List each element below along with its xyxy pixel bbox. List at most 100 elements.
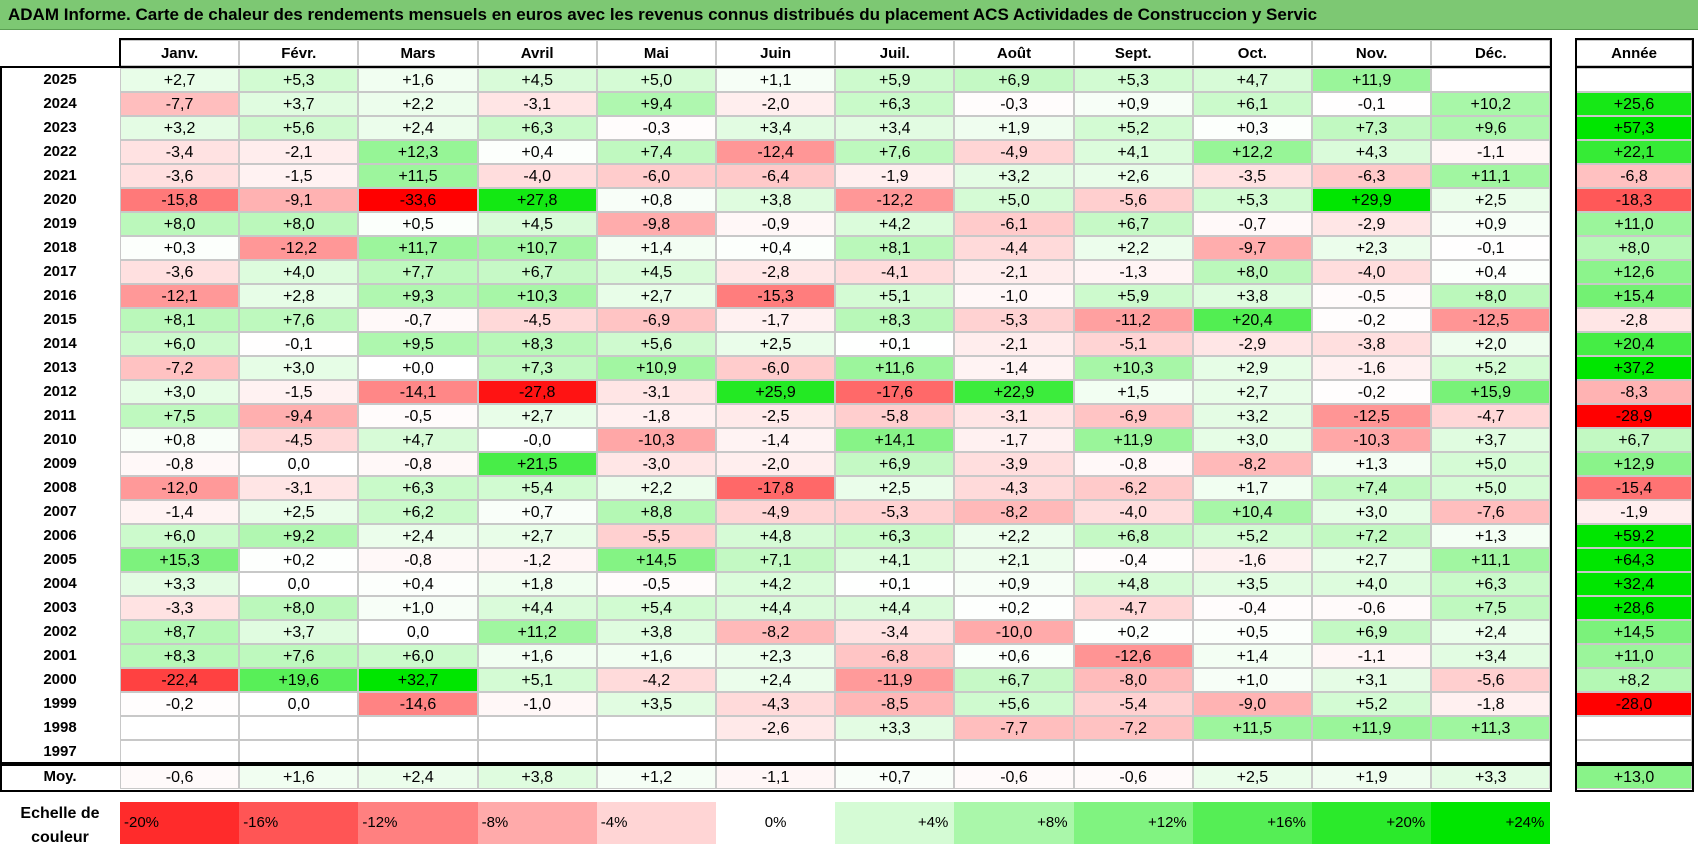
heatmap-cell: +2,4 (1431, 620, 1551, 644)
heatmap-cell: +1,7 (1192, 476, 1312, 500)
heatmap-cell: +6,3 (835, 92, 955, 116)
heatmap-cell: -1,6 (1192, 548, 1312, 572)
heatmap-cell: +6,7 (1073, 212, 1193, 236)
heatmap-cell: -0,1 (1312, 92, 1432, 116)
heatmap-cell: +5,0 (1431, 452, 1551, 476)
heatmap-cell: +2,5 (239, 500, 359, 524)
heatmap-cell: +29,9 (1312, 188, 1432, 212)
heatmap-cell: +5,2 (1073, 116, 1193, 140)
heatmap-cell: +0,3 (1192, 116, 1312, 140)
color-scale-swatch: +24% (1431, 802, 1551, 844)
heatmap-cell: -0,3 (596, 116, 716, 140)
year-label: 2015 (43, 311, 77, 328)
annual-cell: -15,4 (1576, 476, 1692, 500)
heatmap-cell: +0,4 (1431, 260, 1551, 284)
heatmap-cell: +7,5 (120, 404, 240, 428)
heatmap-cell (835, 740, 955, 764)
heatmap-cell: -2,9 (1192, 332, 1312, 356)
heatmap-cell: -5,1 (1073, 332, 1193, 356)
heatmap-cell: +11,5 (1192, 716, 1312, 740)
heatmap-cell: +6,7 (954, 668, 1074, 692)
heatmap-cell (1431, 68, 1551, 92)
heatmap-cell: +4,5 (477, 212, 597, 236)
heatmap-cell: -4,0 (1073, 500, 1193, 524)
annual-cell: +6,7 (1576, 428, 1692, 452)
heatmap-cell: -8,2 (716, 620, 836, 644)
heatmap-cell: -0,1 (239, 332, 359, 356)
annual-cell: +14,5 (1576, 620, 1692, 644)
year-label: 2007 (43, 503, 77, 520)
heatmap-cell: -4,3 (716, 692, 836, 716)
heatmap-cell (358, 716, 478, 740)
heatmap-cell: +1,8 (477, 572, 597, 596)
heatmap-cell: +11,9 (1073, 428, 1193, 452)
heatmap-cell: +8,1 (120, 308, 240, 332)
heatmap-cell: +5,1 (835, 284, 955, 308)
heatmap-cell: -11,9 (835, 668, 955, 692)
heatmap-cell: -9,1 (239, 188, 359, 212)
color-scale-swatch: -16% (239, 802, 359, 844)
heatmap-cell: +2,9 (1192, 356, 1312, 380)
heatmap-cell: +3,0 (120, 380, 240, 404)
heatmap-cell: -4,3 (954, 476, 1074, 500)
heatmap-cell: +0,2 (239, 548, 359, 572)
heatmap-cell (716, 740, 836, 764)
heatmap-cell: +7,7 (358, 260, 478, 284)
heatmap-cell: +5,6 (954, 692, 1074, 716)
year-label: 2016 (43, 287, 77, 304)
heatmap-cell: +1,9 (954, 116, 1074, 140)
heatmap-cell: +0,4 (477, 140, 597, 164)
heatmap-cell: +0,9 (954, 572, 1074, 596)
heatmap-cell: -3,5 (1192, 164, 1312, 188)
heatmap-cell: -3,6 (120, 260, 240, 284)
annual-cell: +28,6 (1576, 596, 1692, 620)
annual-cell: -2,8 (1576, 308, 1692, 332)
heatmap-cell: +1,1 (716, 68, 836, 92)
month-header: Juin (716, 40, 836, 66)
heatmap-cell: +2,0 (1431, 332, 1551, 356)
annual-cell: -28,9 (1576, 404, 1692, 428)
month-header: Sept. (1073, 40, 1193, 66)
heatmap-cell: +4,0 (239, 260, 359, 284)
month-header: Mai (596, 40, 716, 66)
heatmap-cell: -17,8 (716, 476, 836, 500)
average-annual-cell: +13,0 (1576, 765, 1692, 789)
heatmap-cell: +0,0 (358, 356, 478, 380)
heatmap-cell: -12,4 (716, 140, 836, 164)
heatmap-cell: -5,4 (1073, 692, 1193, 716)
year-label: 2002 (43, 623, 77, 640)
color-scale-label: Echelle de couleur (20, 805, 100, 846)
month-header: Févr. (239, 40, 359, 66)
heatmap-cell: -6,9 (596, 308, 716, 332)
heatmap-cell: +3,4 (835, 116, 955, 140)
average-cell: +1,9 (1312, 765, 1432, 789)
heatmap-cell: -8,2 (954, 500, 1074, 524)
heatmap-cell: +3,8 (596, 620, 716, 644)
year-label: 2021 (43, 167, 77, 184)
average-cell: +0,7 (835, 765, 955, 789)
heatmap-cell: +3,4 (1431, 644, 1551, 668)
annual-cell: +37,2 (1576, 356, 1692, 380)
heatmap-cell: -0,8 (1073, 452, 1193, 476)
heatmap-cell: +3,4 (716, 116, 836, 140)
heatmap-cell: +3,7 (1431, 428, 1551, 452)
year-header: Année (1576, 40, 1692, 66)
heatmap-cell: +0,9 (1431, 212, 1551, 236)
heatmap-cell: -1,5 (239, 380, 359, 404)
heatmap-cell: -4,7 (1431, 404, 1551, 428)
heatmap-cell: +5,0 (1431, 476, 1551, 500)
heatmap-cell: +9,4 (596, 92, 716, 116)
heatmap-cell: +2,3 (716, 644, 836, 668)
heatmap-cell: -1,8 (1431, 692, 1551, 716)
heatmap-cell: +2,7 (1192, 380, 1312, 404)
annual-cell: +22,1 (1576, 140, 1692, 164)
heatmap-cell: -10,3 (1312, 428, 1432, 452)
heatmap-cell: +11,2 (477, 620, 597, 644)
year-label: 2006 (43, 527, 77, 544)
heatmap-cell: +7,3 (1312, 116, 1432, 140)
heatmap-cell: -5,3 (954, 308, 1074, 332)
year-label: 2025 (43, 71, 77, 88)
heatmap-cell: +3,2 (954, 164, 1074, 188)
heatmap-cell: -5,8 (835, 404, 955, 428)
annual-cell: +11,0 (1576, 212, 1692, 236)
